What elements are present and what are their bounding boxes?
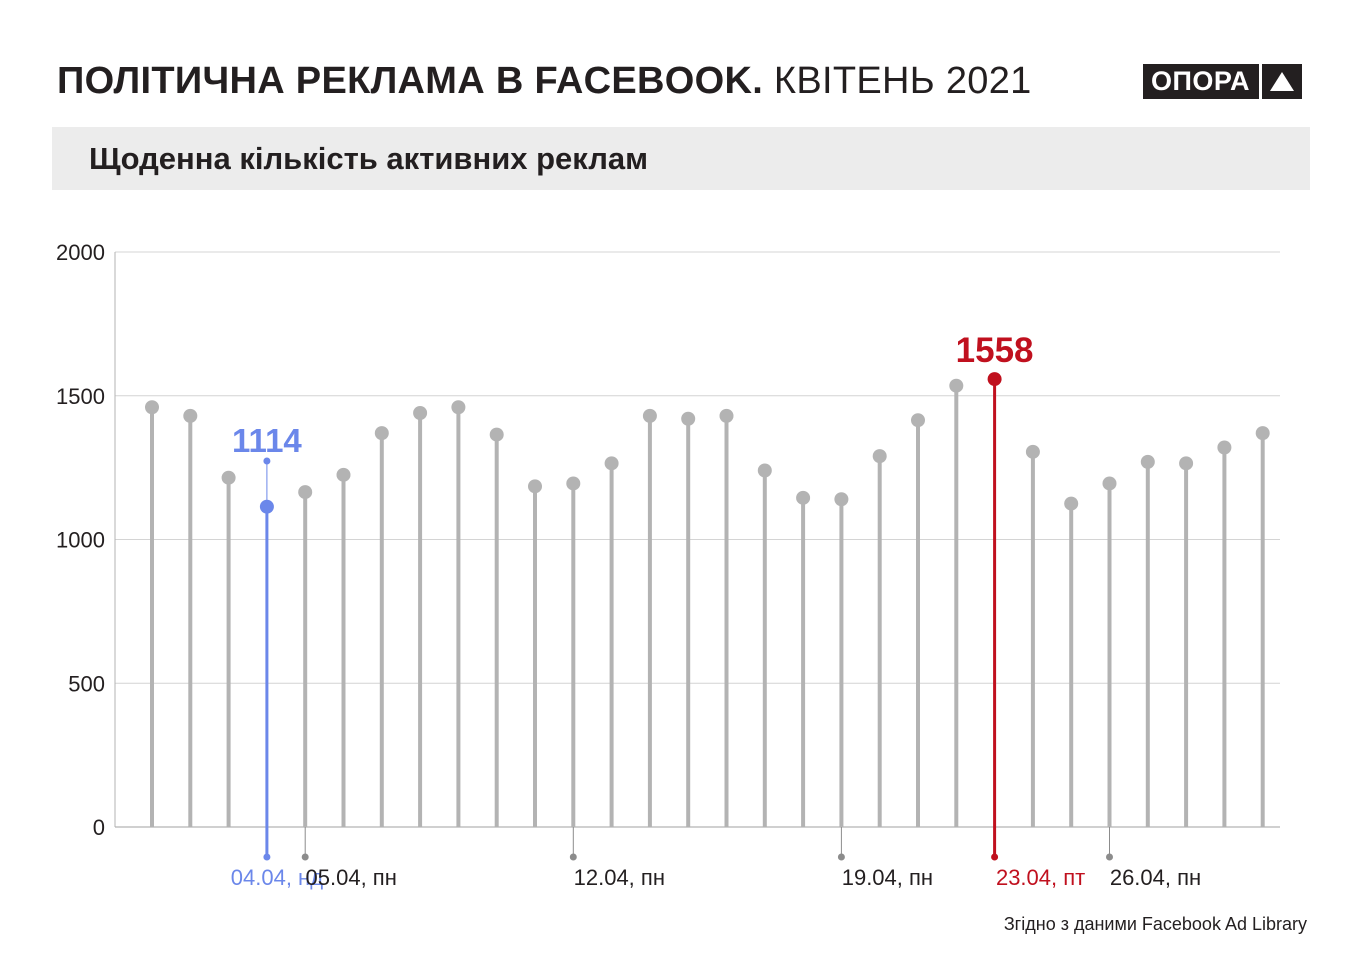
subtitle-bar: Щоденна кількість активних реклам bbox=[52, 127, 1310, 190]
lollipop-dot bbox=[145, 400, 159, 415]
lollipop-dot bbox=[1140, 454, 1155, 469]
x-tick-dot bbox=[991, 853, 999, 861]
title-light: КВІТЕНЬ 2021 bbox=[773, 60, 1032, 102]
x-tick-label: 23.04, пт bbox=[996, 865, 1085, 890]
x-tick-dot bbox=[1106, 853, 1113, 861]
lollipop-dot bbox=[183, 408, 198, 423]
page-title: ПОЛІТИЧНА РЕКЛАМА В FACEBOOK. КВІТЕНЬ 20… bbox=[57, 58, 1032, 104]
lollipop-dot bbox=[719, 408, 734, 423]
lollipop-dot bbox=[221, 470, 236, 485]
lollipop-dot bbox=[1217, 440, 1232, 455]
lollipop-dot bbox=[1025, 444, 1040, 459]
lollipop-dot bbox=[451, 400, 466, 415]
lollipop-dot bbox=[1179, 456, 1194, 471]
lollipop-dot bbox=[987, 372, 1002, 387]
lollipop-dot bbox=[528, 479, 542, 494]
chart-subtitle: Щоденна кількість активних реклам bbox=[89, 141, 649, 176]
y-tick-label: 2000 bbox=[56, 240, 105, 265]
lollipop-dot bbox=[681, 411, 696, 426]
x-tick-label: 26.04, пн bbox=[1110, 865, 1201, 890]
lollipop-dot bbox=[298, 485, 313, 500]
annotation-dot bbox=[263, 457, 271, 465]
lollipop-dot bbox=[911, 413, 925, 428]
x-tick-label: 12.04, пн bbox=[574, 865, 665, 890]
x-tick-dot bbox=[263, 853, 271, 861]
lollipop-dot bbox=[796, 490, 811, 505]
logo-triangle-icon bbox=[1262, 64, 1303, 99]
lollipop-dot bbox=[604, 456, 619, 471]
lollipop-dot bbox=[489, 427, 504, 442]
annotation-min-value: 1114 bbox=[232, 422, 302, 459]
lollipop-dot bbox=[374, 426, 389, 441]
lollipop-dot bbox=[834, 492, 849, 507]
y-tick-label: 1500 bbox=[56, 384, 105, 409]
lollipop-dot bbox=[1102, 476, 1117, 491]
lollipop-dot bbox=[872, 449, 887, 464]
lollipop-dot bbox=[566, 476, 581, 491]
opora-logo: ОПОРА bbox=[1143, 64, 1303, 99]
lollipop-dot bbox=[642, 408, 657, 423]
lollipop-dot bbox=[1255, 426, 1270, 441]
lollipop-dot bbox=[413, 406, 428, 420]
x-tick-dot bbox=[301, 853, 309, 861]
lollipop-dot bbox=[757, 463, 772, 478]
y-tick-label: 500 bbox=[68, 671, 105, 696]
lollipop-dot bbox=[1064, 496, 1079, 511]
x-tick-label: 19.04, пн bbox=[842, 865, 933, 890]
lollipop-dot bbox=[336, 467, 351, 482]
x-tick-label: 04.04, нд bbox=[231, 865, 323, 890]
x-tick-dot bbox=[569, 853, 577, 861]
lollipop-dot bbox=[949, 378, 964, 393]
title-bold: ПОЛІТИЧНА РЕКЛАМА В FACEBOOK. bbox=[57, 60, 764, 102]
source-note: Згідно з даними Facebook Ad Library bbox=[1003, 914, 1307, 934]
logo-text: ОПОРА bbox=[1143, 64, 1260, 99]
y-tick-label: 0 bbox=[93, 815, 105, 840]
x-tick-label: 05.04, пн bbox=[306, 865, 397, 890]
annotation-max-value: 1558 bbox=[956, 331, 1034, 370]
x-tick-dot bbox=[837, 853, 845, 861]
y-tick-label: 1000 bbox=[56, 528, 105, 553]
